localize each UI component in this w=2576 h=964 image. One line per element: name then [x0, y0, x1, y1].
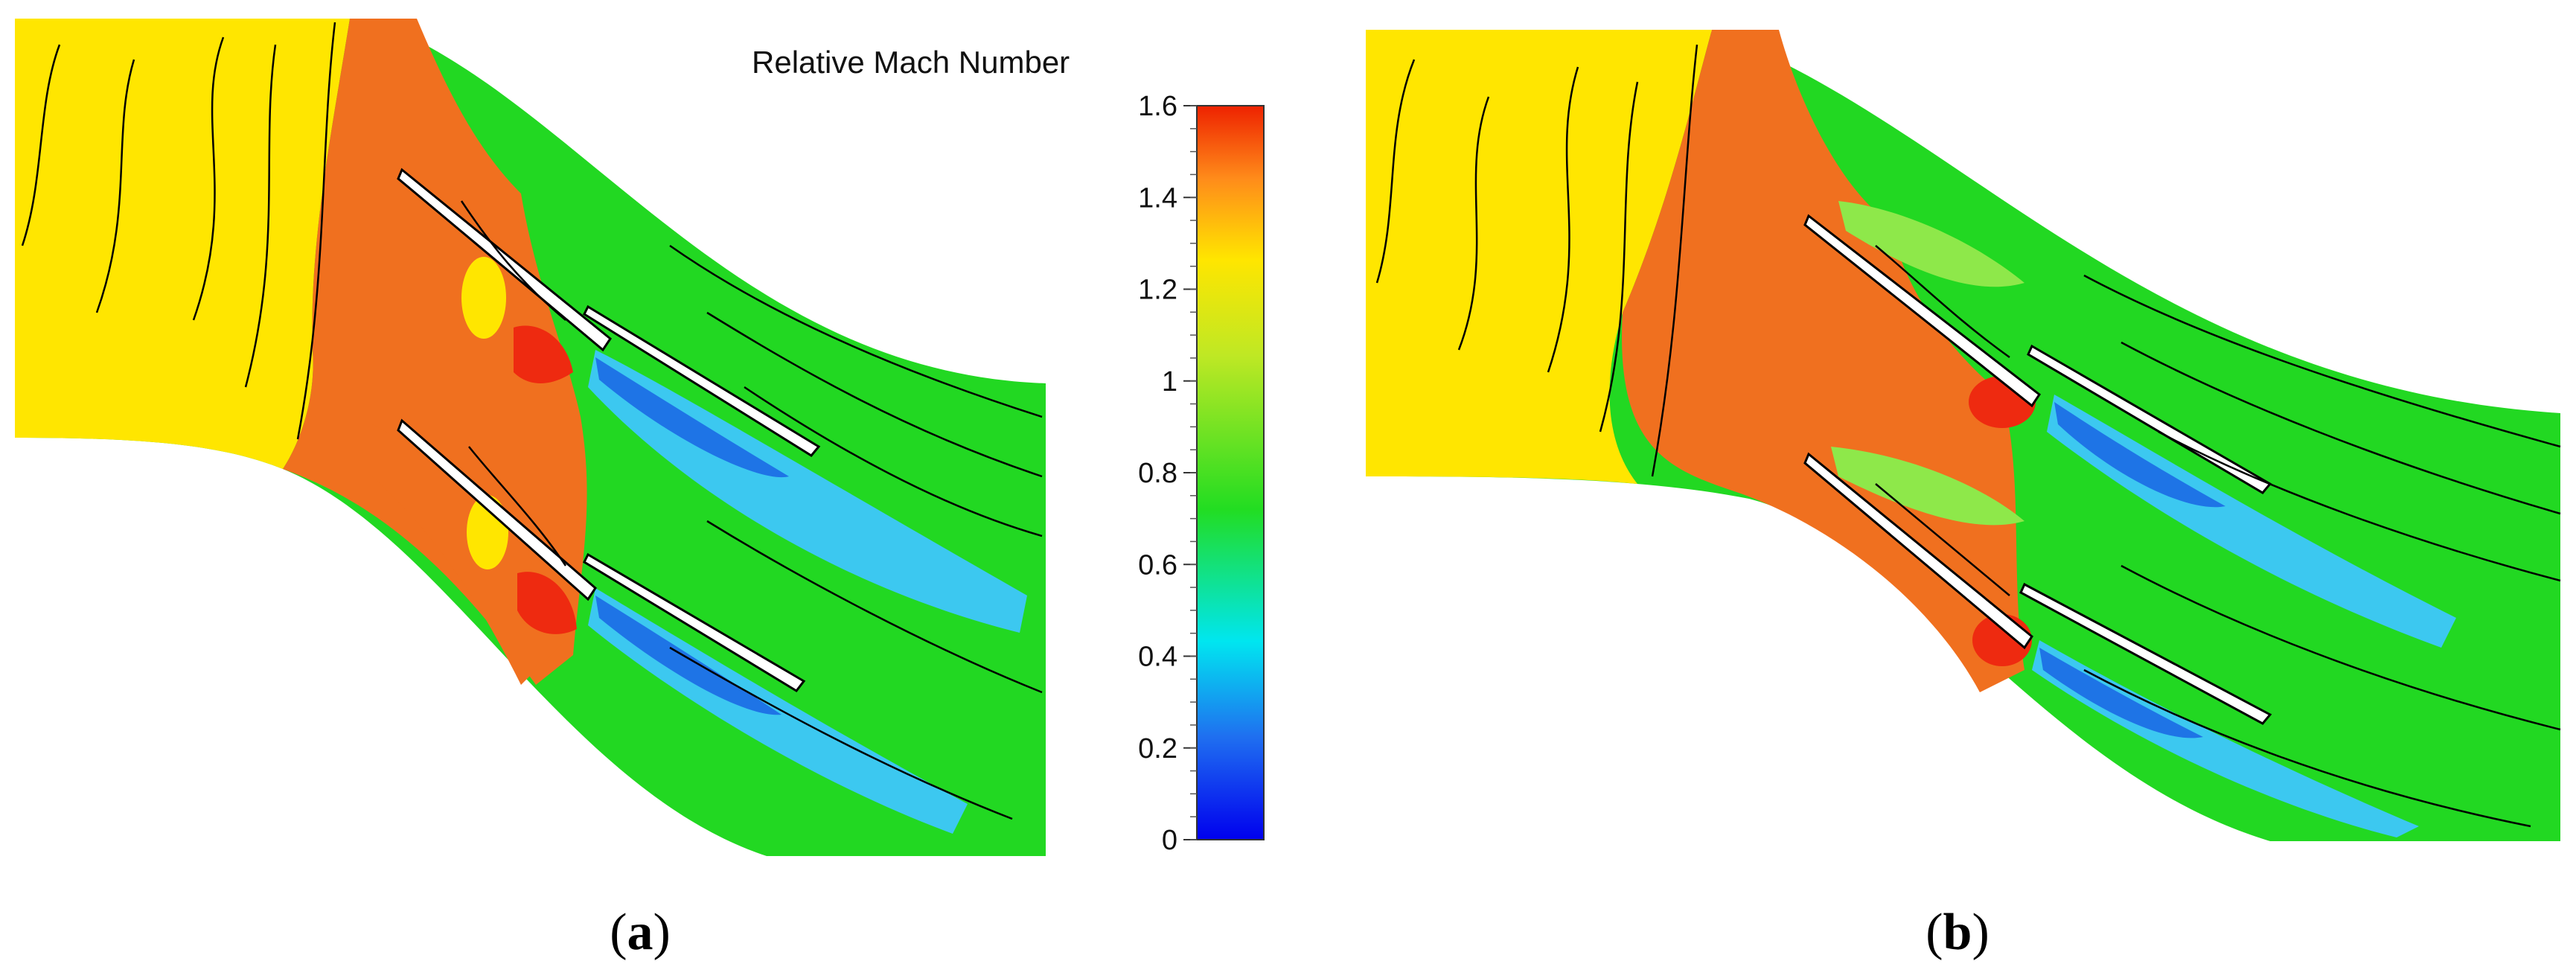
panel-a-splitter-blade-lower — [583, 552, 806, 692]
panel-a-wake-upper-core — [595, 357, 789, 478]
colorbar-tick-label: 0.8 — [1138, 458, 1177, 489]
panel-b-wake-lower — [2032, 640, 2419, 837]
panel-b-wake-lower-core — [2039, 648, 2203, 738]
colorbar-tick-label: 0.4 — [1138, 642, 1177, 673]
colorbar-gradient — [1196, 105, 1265, 840]
panel-a-contours — [21, 22, 1043, 820]
panel-a-peak-upper — [514, 325, 573, 383]
panel-b-contours — [1375, 44, 2561, 828]
colorbar-tick-label: 0.6 — [1138, 549, 1177, 581]
panel-a-main-blade-lower — [397, 418, 597, 601]
panel-b-splitter-blade-lower — [2019, 582, 2272, 725]
colorbar-tick-label: 1.2 — [1138, 275, 1177, 306]
colorbar-tick-label: 1.4 — [1138, 182, 1177, 214]
panel-b-main-blade-upper — [1803, 214, 2042, 408]
panel-a — [15, 19, 1046, 856]
panel-a-peak-lower — [517, 572, 577, 634]
panel-a-wake-upper — [588, 350, 1027, 633]
panel-b-wake-upper-core — [2054, 402, 2225, 508]
colorbar-title: Relative Mach Number — [752, 45, 1070, 80]
panel-a-splitter-blade-upper — [583, 304, 821, 457]
panel-b-main-blade-lower — [1803, 452, 2034, 650]
panel-b-light-green-lower — [1831, 447, 2024, 526]
panel-a-shock-band-lower — [372, 424, 566, 685]
panel-b-wake-upper — [2047, 395, 2456, 648]
colorbar-ticks: 1.6 1.4 1.2 1 0.8 0.6 0.4 0.2 0 — [1138, 91, 1197, 856]
caption-b: (b) — [1925, 904, 1989, 961]
caption-a: (a) — [610, 904, 671, 961]
panel-b-shock-band — [1622, 30, 2024, 692]
panel-b-inlet-region — [1366, 30, 1712, 484]
panel-a-pocket-upper — [461, 257, 506, 339]
panel-b-splitter-blade-upper — [2027, 344, 2272, 494]
colorbar-tick-label: 0.2 — [1138, 733, 1177, 765]
colorbar-tick-label: 1.6 — [1138, 91, 1177, 122]
colorbar-tick-label: 1 — [1162, 366, 1177, 398]
colorbar: Relative Mach Number 1.6 1.4 1.2 1 0.8 0.6 0.4… — [752, 45, 1265, 856]
colorbar-tick-label: 0 — [1162, 825, 1177, 856]
panel-a-wake-lower — [588, 588, 968, 834]
panel-a-inlet-region — [15, 19, 350, 469]
panel-b — [1366, 30, 2561, 841]
panel-b-light-green-upper — [1838, 201, 2024, 287]
